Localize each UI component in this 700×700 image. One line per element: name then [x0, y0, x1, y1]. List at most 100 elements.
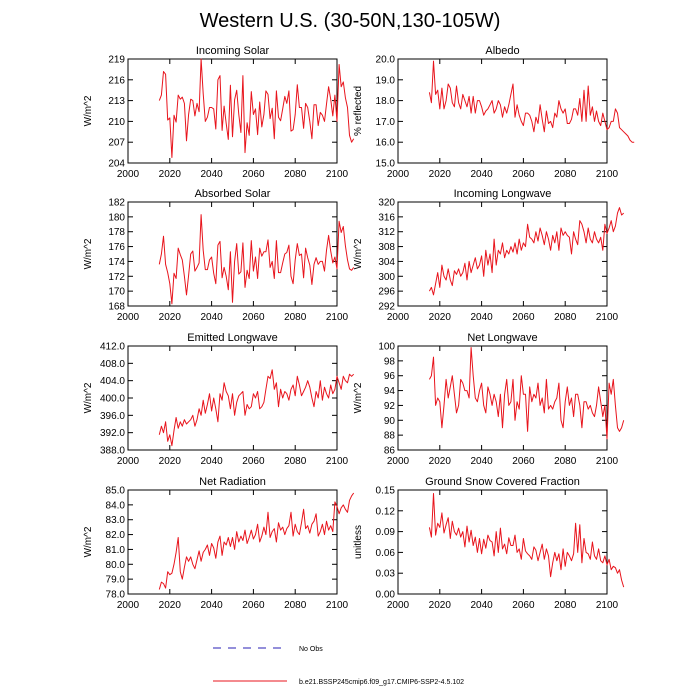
panel-title: Incoming Longwave — [454, 188, 552, 200]
panel-title: Ground Snow Covered Fraction — [425, 476, 580, 488]
y-tick-label: 20.0 — [376, 55, 396, 66]
y-tick-label: 19.0 — [376, 75, 396, 86]
y-tick-label: 178 — [108, 227, 125, 238]
y-tick-label: 84.0 — [106, 500, 126, 511]
y-tick-label: 0.03 — [376, 569, 396, 580]
x-tick-label: 2060 — [512, 312, 535, 323]
chart-panel-7: Net Radiation 2000 2020 2040 2060 2080 2100 78.… — [83, 476, 355, 611]
x-tick-label: 2060 — [512, 169, 535, 180]
x-tick-label: 2100 — [596, 169, 619, 180]
y-tick-label: 90 — [384, 416, 396, 427]
y-tick-label: 304 — [378, 257, 395, 268]
y-tick-label: 0.15 — [376, 486, 396, 497]
y-tick-label: 172 — [108, 272, 125, 283]
y-tick-label: 94 — [384, 386, 396, 397]
figure-title: Western U.S. (30-50N,130-105W) — [200, 10, 501, 32]
x-tick-label: 2080 — [554, 312, 577, 323]
y-tick-label: 100 — [378, 342, 395, 353]
series-line — [158, 214, 355, 305]
x-tick-label: 2060 — [242, 456, 265, 467]
series-line — [158, 369, 355, 447]
y-tick-label: 92 — [384, 401, 396, 412]
y-axis-label: unitless — [353, 525, 364, 559]
y-tick-label: 182 — [108, 198, 125, 209]
x-tick-label: 2080 — [284, 600, 307, 611]
y-axis-label: % reflected — [353, 86, 364, 136]
x-tick-label: 2040 — [470, 312, 493, 323]
series-line — [428, 207, 625, 296]
y-tick-label: 79.0 — [106, 575, 126, 586]
y-axis-label: W/m^2 — [83, 526, 94, 557]
x-tick-label: 2080 — [284, 456, 307, 467]
x-tick-label: 2080 — [554, 600, 577, 611]
y-tick-label: 388.0 — [100, 446, 125, 457]
x-tick-label: 2040 — [470, 456, 493, 467]
legend-model-label: b.e21.BSSP245cmip6.f09_g17.CMIP6-SSP2-4.… — [299, 679, 464, 686]
y-tick-label: 98 — [384, 356, 396, 367]
x-tick-label: 2040 — [200, 312, 223, 323]
y-tick-label: 392.0 — [100, 428, 125, 439]
x-tick-label: 2000 — [117, 600, 140, 611]
series-line — [158, 58, 355, 158]
plot-frame — [397, 201, 608, 307]
x-tick-label: 2100 — [326, 312, 349, 323]
y-tick-label: 168 — [108, 302, 125, 313]
x-tick-label: 2060 — [512, 456, 535, 467]
x-tick-label: 2000 — [117, 456, 140, 467]
y-tick-label: 320 — [378, 198, 395, 209]
x-tick-label: 2100 — [326, 600, 349, 611]
x-tick-label: 2060 — [512, 600, 535, 611]
y-tick-label: 16.0 — [376, 138, 396, 149]
plot-frame — [397, 489, 608, 595]
x-tick-label: 2040 — [200, 600, 223, 611]
x-tick-label: 2000 — [117, 312, 140, 323]
x-tick-label: 2080 — [284, 312, 307, 323]
y-tick-label: 396.0 — [100, 411, 125, 422]
y-tick-label: 207 — [108, 138, 125, 149]
chart-panel-1: Incoming Solar 2000 2020 2040 2060 2080 2100 20… — [83, 45, 355, 180]
y-tick-label: 216 — [108, 75, 125, 86]
panel-title: Net Longwave — [467, 332, 537, 344]
x-tick-label: 2060 — [242, 169, 265, 180]
y-tick-label: 86 — [384, 446, 396, 457]
series-line — [428, 493, 625, 588]
x-tick-label: 2080 — [554, 456, 577, 467]
x-tick-label: 2040 — [200, 169, 223, 180]
y-tick-label: 0.06 — [376, 548, 396, 559]
y-tick-label: 0.00 — [376, 590, 396, 601]
y-tick-label: 0.12 — [376, 506, 396, 517]
plot-frame — [127, 201, 338, 307]
y-tick-label: 404.0 — [100, 376, 125, 387]
chart-panel-3: Absorbed Solar 2000 2020 2040 2060 2080 2100 16… — [83, 188, 355, 323]
y-tick-label: 81.0 — [106, 545, 126, 556]
series-line — [428, 60, 635, 143]
y-tick-label: 308 — [378, 242, 395, 253]
chart-panel-8: Ground Snow Covered Fraction 2000 2020 2040… — [353, 476, 625, 611]
y-tick-label: 78.0 — [106, 590, 126, 601]
series-line — [158, 492, 355, 590]
y-tick-label: 82.0 — [106, 530, 126, 541]
x-tick-label: 2000 — [387, 600, 410, 611]
chart-panel-5: Emitted Longwave 2000 2020 2040 2060 2080 2100… — [83, 332, 355, 467]
y-tick-label: 204 — [108, 159, 125, 170]
y-axis-label: W/m^2 — [83, 95, 94, 126]
y-tick-label: 300 — [378, 272, 395, 283]
y-tick-label: 17.0 — [376, 117, 396, 128]
x-tick-label: 2100 — [596, 312, 619, 323]
y-tick-label: 296 — [378, 287, 395, 298]
panel-title: Net Radiation — [199, 476, 266, 488]
plot-frame — [127, 489, 338, 595]
y-tick-label: 0.09 — [376, 527, 396, 538]
chart-panel-4: Incoming Longwave 2000 2020 2040 2060 2080 210… — [353, 188, 625, 323]
y-tick-label: 15.0 — [376, 159, 396, 170]
y-tick-label: 408.0 — [100, 359, 125, 370]
x-tick-label: 2080 — [554, 169, 577, 180]
series-line — [428, 347, 625, 440]
y-tick-label: 312 — [378, 227, 395, 238]
x-tick-label: 2040 — [470, 169, 493, 180]
y-tick-label: 96 — [384, 371, 396, 382]
y-tick-label: 88 — [384, 431, 396, 442]
x-tick-label: 2080 — [284, 169, 307, 180]
y-axis-label: W/m^2 — [83, 382, 94, 413]
